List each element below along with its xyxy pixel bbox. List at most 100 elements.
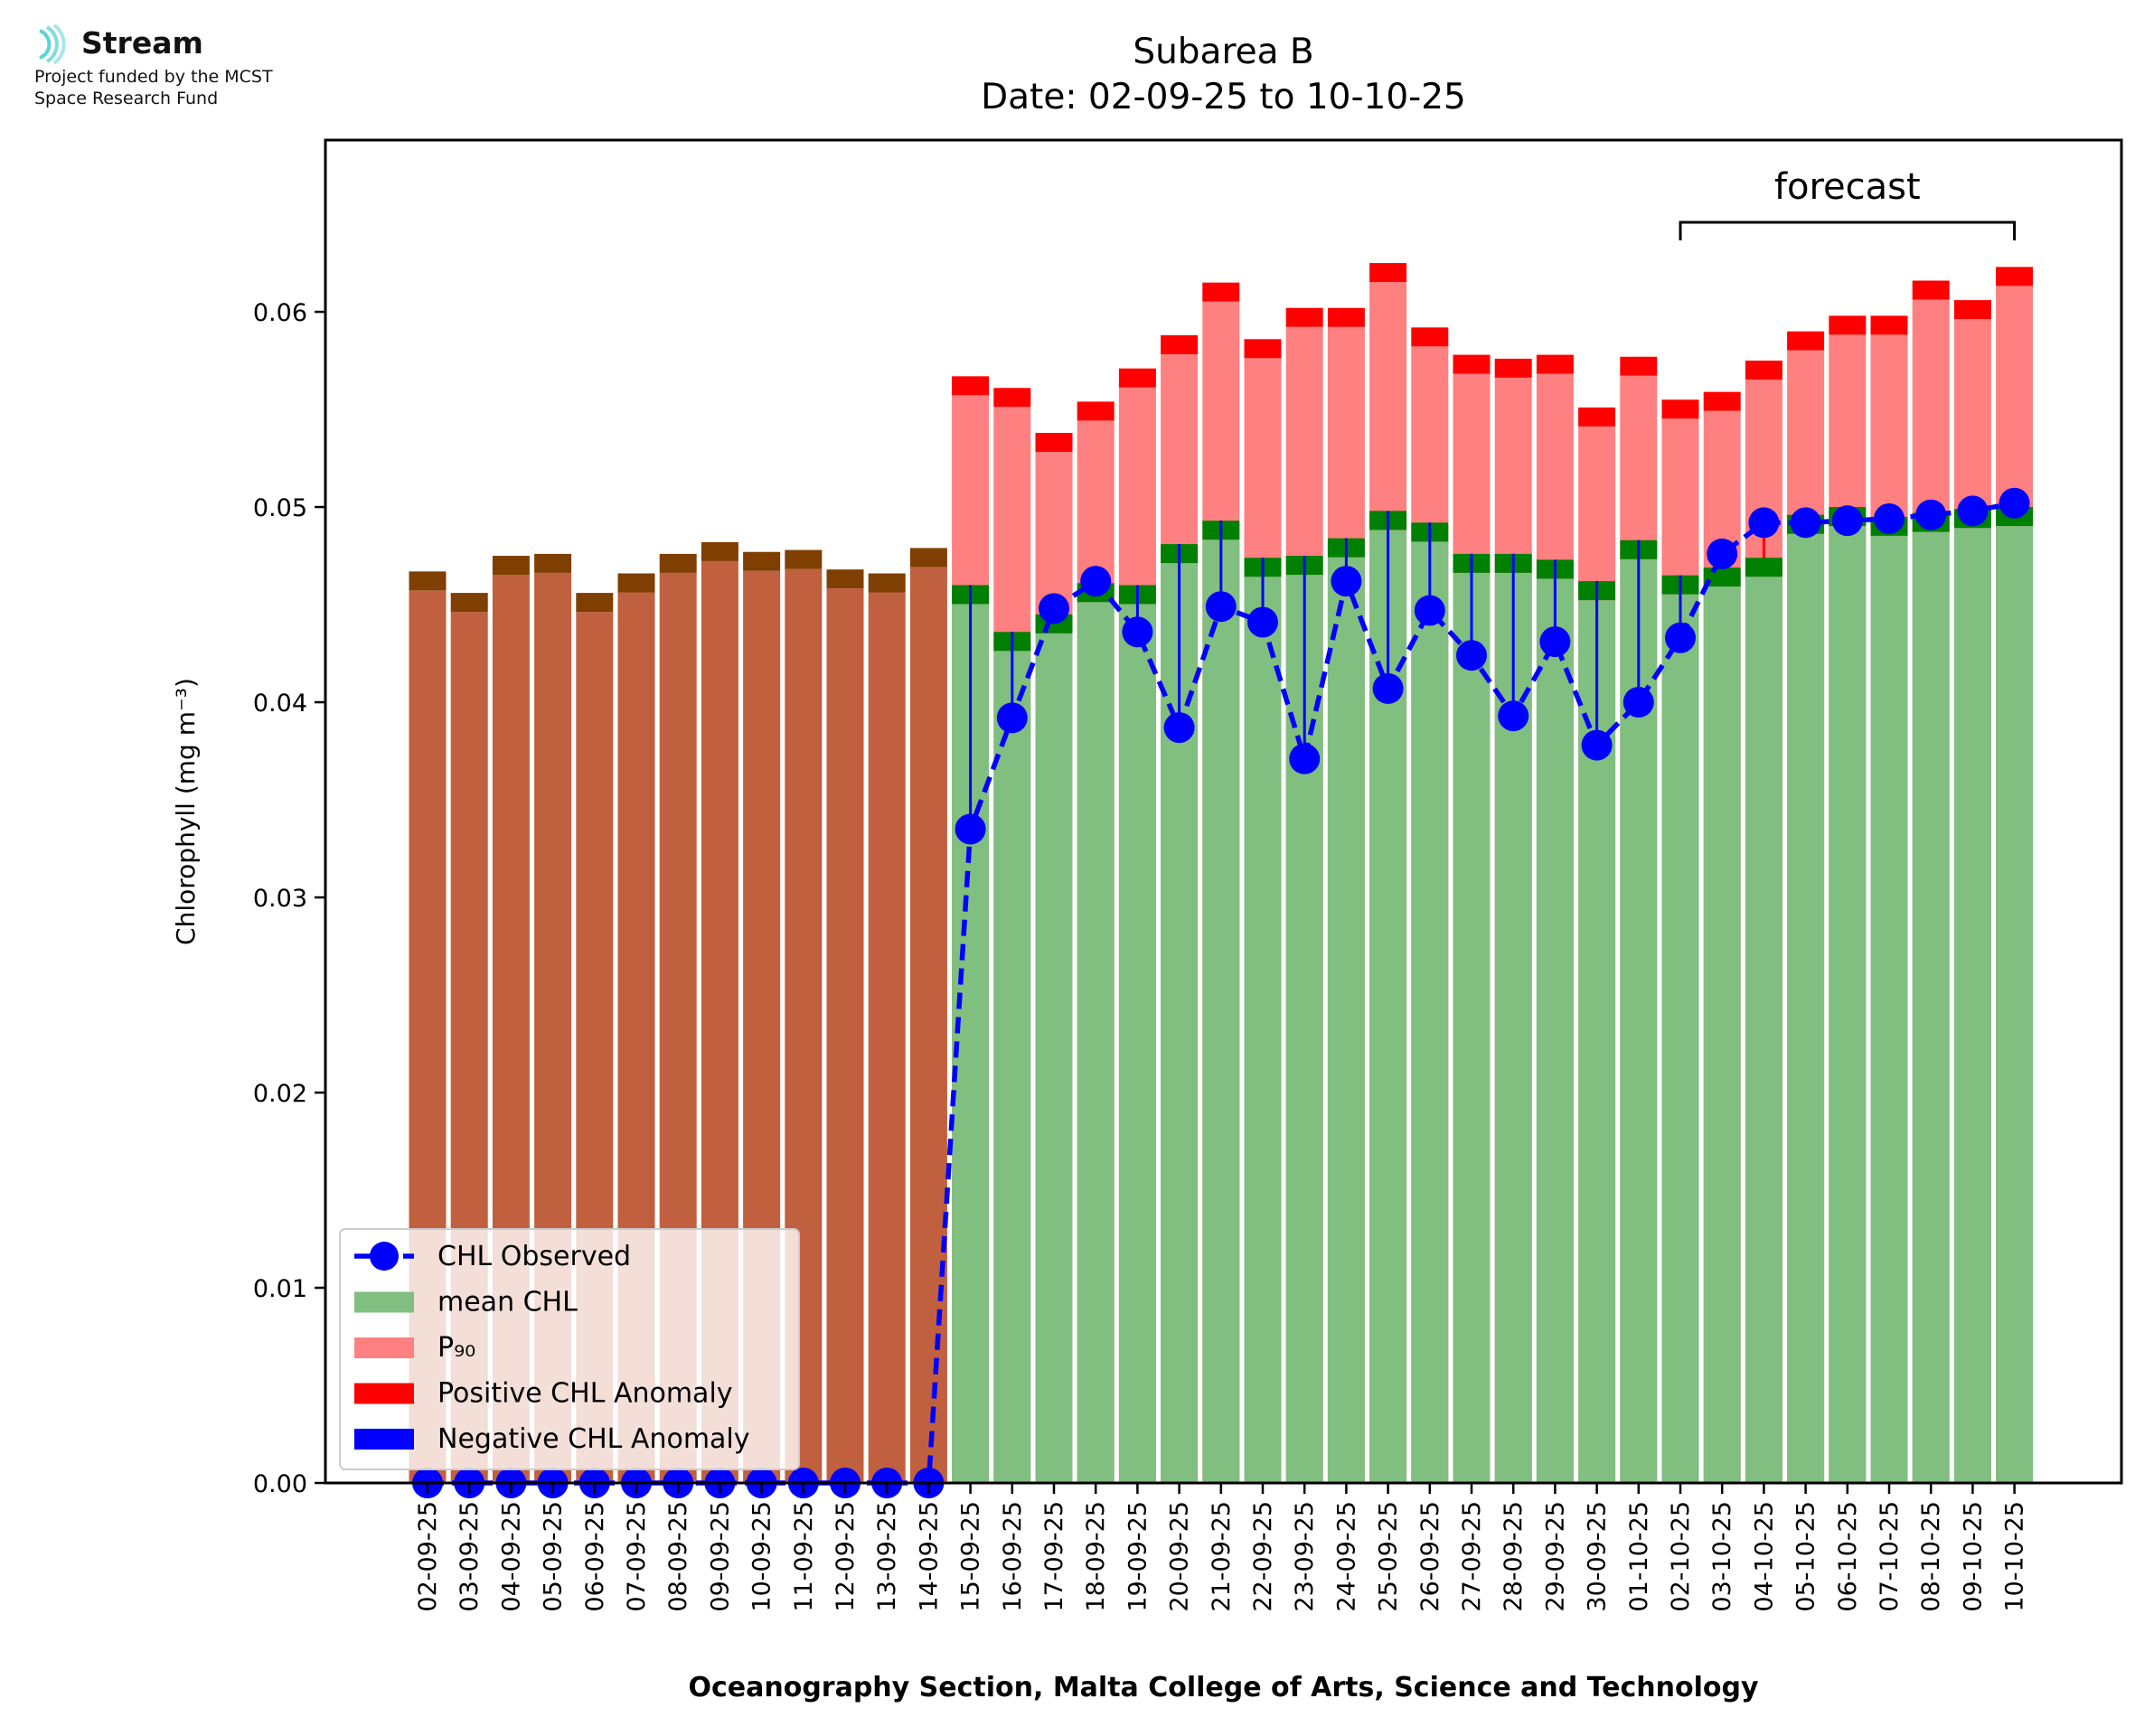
p90-bar-cap [1035,432,1073,452]
x-tick-label: 05-09-25 [540,1501,568,1612]
no-data-bar-cap [534,553,572,573]
p90-bar-cap [1912,280,1950,300]
observed-marker [1915,499,1947,530]
no-data-bar-cap [576,593,614,613]
mean-bar [1745,577,1782,1483]
x-axis-label: Oceanography Section, Malta College of A… [688,1672,1759,1703]
observed-marker [1039,593,1069,624]
observed-marker [1498,700,1529,732]
observed-marker [1623,687,1654,718]
no-data-bar-cap [617,573,655,593]
mean-bar [1536,578,1574,1483]
no-data-bar-cap [909,548,947,568]
p90-bar-cap [1077,401,1115,421]
observed-marker [1331,566,1362,597]
y-tick-label: 0.04 [253,690,307,718]
y-axis-label: Chlorophyll (mg m⁻³) [171,678,201,945]
p90-bar-cap [1829,315,1867,335]
x-tick-label: 22-09-25 [1249,1501,1277,1612]
mean-bar [1703,586,1741,1483]
p90-bar-cap [1578,407,1616,427]
observed-marker [1831,505,1863,537]
x-tick-label: 11-09-25 [790,1501,818,1612]
p90-bar-cap [1996,267,2034,286]
no-data-bar-cap [659,553,697,573]
x-tick-label: 08-10-25 [1917,1501,1945,1612]
mean-bar-cap [1745,558,1782,577]
observed-marker [1581,729,1613,761]
observed-marker [1874,503,1905,535]
x-tick-label: 17-09-25 [1040,1501,1068,1612]
legend-patch-swatch [354,1291,414,1313]
p90-bar-cap [1703,391,1741,411]
legend-label: mean CHL [437,1287,578,1318]
observed-marker [1539,626,1571,658]
chart-title: Subarea B [1133,32,1313,72]
mean-bar [1912,531,1950,1483]
x-tick-label: 29-09-25 [1541,1501,1569,1612]
observed-marker [1163,712,1195,744]
p90-bar-cap [1285,307,1323,327]
no-data-bar-cap [826,569,864,589]
x-tick-label: 27-09-25 [1458,1501,1486,1612]
x-tick-label: 02-10-25 [1667,1501,1695,1612]
x-tick-label: 21-09-25 [1208,1501,1236,1612]
x-tick-label: 23-09-25 [1291,1501,1319,1612]
x-tick-label: 05-10-25 [1792,1501,1820,1612]
x-tick-label: 18-09-25 [1082,1501,1110,1612]
p90-bar-cap [1118,368,1156,388]
legend-patch-swatch [354,1337,414,1358]
x-tick-label: 20-09-25 [1166,1501,1194,1612]
chart-subtitle: Date: 02-09-25 to 10-10-25 [981,77,1466,117]
x-tick-label: 07-10-25 [1876,1501,1904,1612]
observed-marker [1999,487,2030,519]
observed-marker [1247,606,1278,638]
p90-bar-cap [1202,282,1240,302]
observed-marker [1205,591,1237,623]
x-tick-label: 06-09-25 [581,1501,609,1612]
x-tick-label: 25-09-25 [1375,1501,1403,1612]
observed-marker [1665,622,1696,653]
no-data-bar [826,588,864,1483]
p90-bar-cap [1620,356,1658,376]
x-tick-label: 09-09-25 [706,1501,734,1612]
legend-label: Negative CHL Anomaly [437,1423,750,1455]
p90-bar-cap [1244,339,1282,359]
y-tick-label: 0.02 [253,1080,307,1108]
x-tick-label: 06-10-25 [1834,1501,1862,1612]
x-tick-label: 10-09-25 [748,1501,776,1612]
y-tick-label: 0.06 [253,299,307,327]
x-tick-label: 02-09-25 [414,1501,442,1612]
x-tick-label: 24-09-25 [1332,1501,1360,1612]
no-data-bar-cap [409,571,447,591]
logo-name: Stream [81,25,203,61]
observed-marker [1122,616,1153,648]
x-tick-label: 09-10-25 [1959,1501,1987,1612]
mean-bar [1787,533,1825,1483]
y-tick-label: 0.05 [253,494,307,522]
x-tick-label: 04-10-25 [1750,1501,1778,1612]
y-tick-label: 0.01 [253,1275,307,1303]
x-tick-label: 15-09-25 [957,1501,985,1612]
p90-bar-cap [1161,334,1199,354]
observed-marker [1414,595,1445,626]
no-data-bar [909,567,947,1483]
forecast-bracket [1679,221,2017,240]
p90-bar-cap [1536,354,1574,374]
no-data-bar-cap [743,551,781,571]
mean-bar [1661,594,1699,1483]
y-tick-label: 0.00 [253,1470,307,1498]
legend-label: P₉₀ [437,1332,475,1364]
p90-bar-cap [1369,263,1407,283]
p90-bar-cap [952,376,990,396]
mean-bar [1996,526,2034,1484]
mean-bar [1077,602,1115,1483]
mean-bar [1870,535,1908,1483]
mean-bar [1202,540,1240,1484]
mean-bar [1953,528,1991,1483]
mean-bar [1327,557,1365,1484]
no-data-bar-cap [450,593,488,613]
mean-bar [1829,526,1867,1484]
x-tick-label: 04-09-25 [497,1501,525,1612]
